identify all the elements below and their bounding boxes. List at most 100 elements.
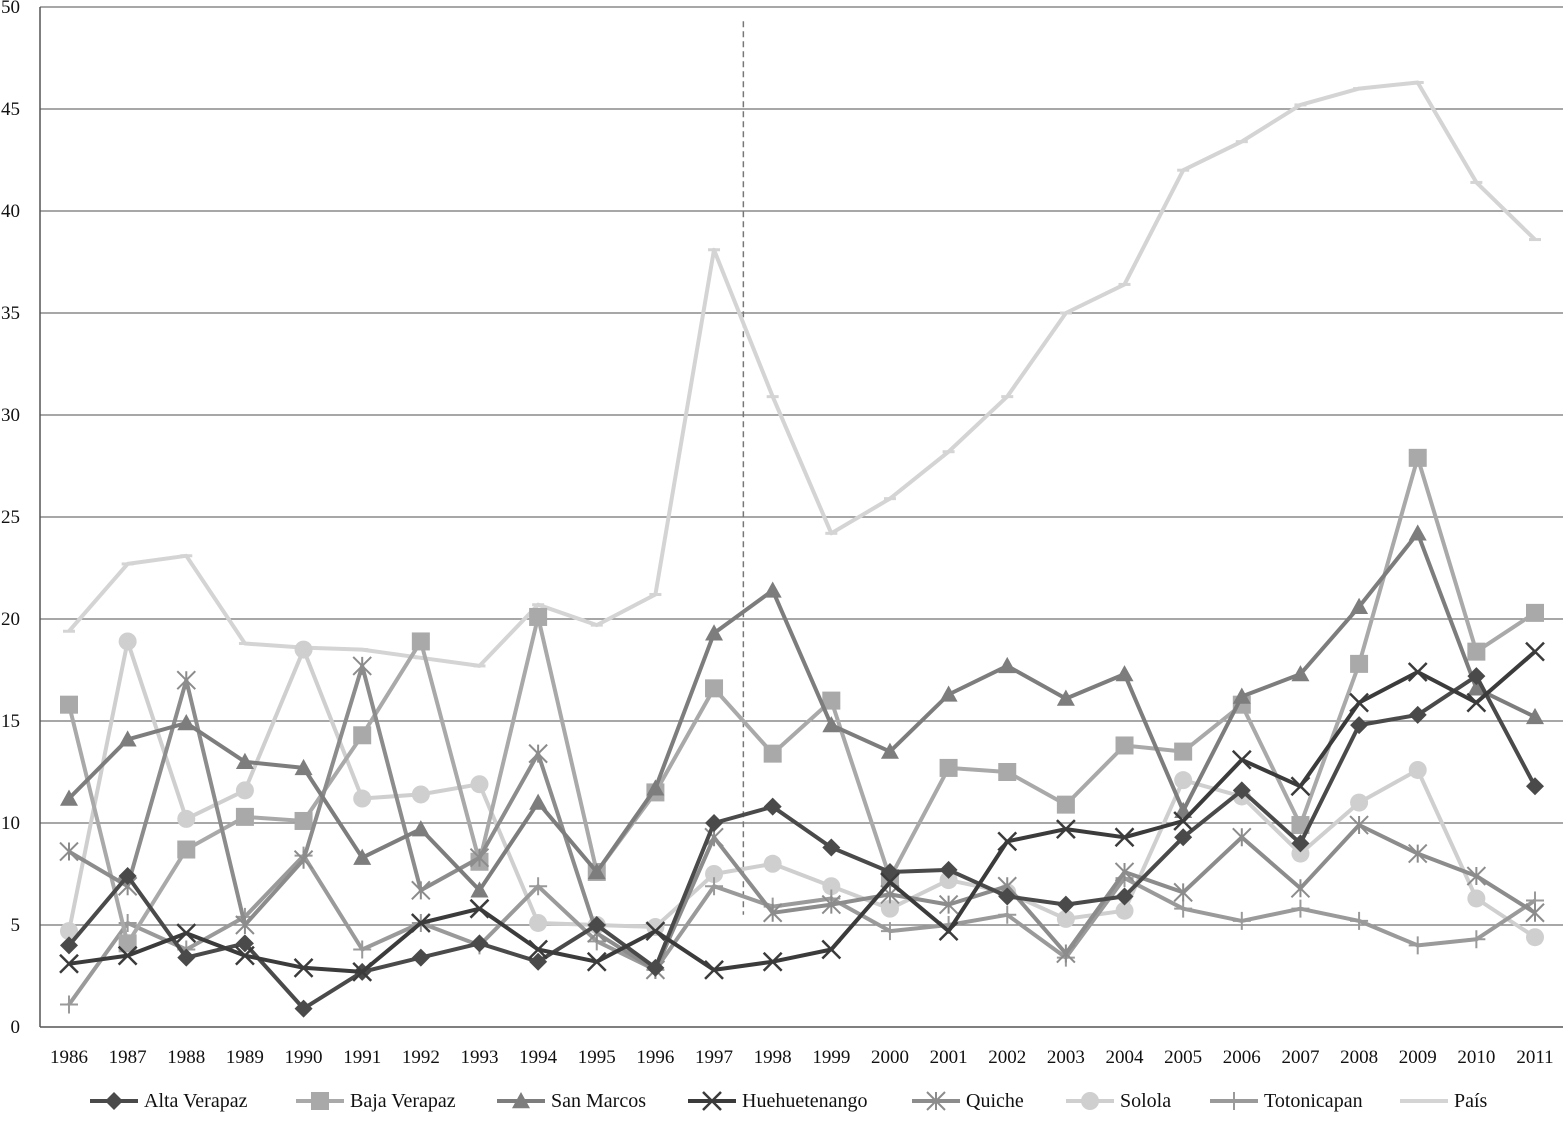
data-point (1232, 781, 1251, 800)
data-point (177, 714, 196, 731)
data-point (60, 995, 78, 1014)
data-point (1115, 736, 1134, 755)
data-point (880, 742, 899, 759)
x-tick-labels: 1986 1987 1988 1989 1990 1991 1992 1993 1994 1995… (50, 1047, 1554, 1068)
data-point (1408, 705, 1427, 724)
data-point (998, 905, 1017, 924)
legend-marker (311, 1092, 329, 1110)
y-tick-label: 20 (1, 609, 20, 630)
legend-item: Quiche (912, 1090, 1024, 1112)
data-point (529, 952, 548, 971)
x-tick-label: 2006 (1223, 1047, 1261, 1068)
data-point (704, 959, 724, 980)
legend-marker (1225, 1092, 1243, 1110)
data-point (60, 922, 78, 941)
y-tick-label: 0 (11, 1017, 21, 1038)
series-line (67, 531, 1536, 893)
x-tick-label: 2001 (930, 1047, 968, 1068)
data-point (822, 877, 841, 896)
data-point (1055, 819, 1076, 840)
data-point (938, 894, 959, 915)
data-point (1114, 862, 1135, 882)
data-point (1408, 936, 1427, 955)
data-point (235, 915, 255, 935)
x-tick-label: 1995 (578, 1047, 616, 1068)
y-tick-label: 35 (1, 303, 20, 324)
data-point (1291, 899, 1310, 918)
data-point (1350, 911, 1369, 930)
data-point (1350, 793, 1369, 812)
data-point (59, 953, 79, 974)
data-point (1290, 776, 1311, 797)
data-point (411, 880, 431, 901)
y-tick-label: 50 (1, 0, 20, 18)
legend-label: Totonicapan (1264, 1090, 1363, 1112)
y-tick-label: 15 (1, 711, 20, 732)
x-tick-label: 1998 (754, 1047, 792, 1068)
data-point (1408, 448, 1427, 467)
y-tick-label: 5 (11, 915, 21, 936)
data-point (1467, 642, 1486, 661)
series-layer (59, 80, 1545, 1018)
data-point (1350, 716, 1369, 735)
series-solola (60, 632, 1544, 947)
legend-label: Huehuetenango (742, 1090, 868, 1112)
y-tick-label: 30 (1, 405, 20, 426)
x-tick-label: 1994 (519, 1047, 558, 1068)
data-point (1525, 641, 1545, 662)
data-point (763, 744, 782, 763)
axes (39, 7, 1563, 1028)
legend-item: Solola (1066, 1090, 1171, 1112)
legend-label: País (1454, 1090, 1488, 1112)
data-point (529, 607, 548, 626)
data-point (880, 922, 899, 941)
series-san-marcos (60, 524, 1544, 898)
data-point (1467, 679, 1486, 696)
data-point (411, 785, 430, 804)
x-tick-label: 1988 (167, 1047, 205, 1068)
data-point (352, 656, 372, 676)
data-point (1056, 943, 1076, 964)
x-tick-label: 2002 (988, 1047, 1026, 1068)
data-point (353, 726, 372, 745)
data-point (177, 948, 196, 967)
data-point (646, 779, 665, 796)
data-point (587, 916, 606, 934)
data-point (587, 862, 606, 880)
data-point (1291, 665, 1310, 682)
data-point (60, 789, 78, 806)
data-point (235, 807, 254, 826)
data-point (763, 581, 782, 598)
data-point (822, 691, 841, 710)
series-alta-verapaz (60, 667, 1544, 1018)
data-point (353, 940, 372, 959)
series-line (67, 80, 1537, 668)
series-line (68, 650, 1537, 974)
data-point (1115, 887, 1134, 906)
data-point (528, 939, 549, 960)
data-point (353, 789, 372, 808)
data-point (1349, 692, 1369, 713)
x-tick-label: 2003 (1047, 1047, 1085, 1068)
series-line (67, 455, 1537, 946)
data-point (1526, 777, 1544, 796)
y-tick-label: 40 (1, 201, 20, 222)
data-point (939, 871, 958, 890)
x-tick-label: 2011 (1516, 1047, 1553, 1068)
x-tick-label: 2007 (1281, 1047, 1319, 1068)
legend-item: Totonicapan (1210, 1090, 1363, 1112)
data-point (529, 877, 548, 896)
x-tick-label: 1987 (109, 1047, 147, 1068)
data-point (705, 814, 724, 832)
data-point (880, 872, 900, 893)
data-point (762, 903, 783, 923)
data-point (470, 881, 489, 898)
data-point (1056, 909, 1075, 928)
y-tick-label: 45 (1, 99, 20, 120)
x-tick-label: 2000 (871, 1047, 909, 1068)
legend-item: Alta Verapaz (90, 1090, 248, 1112)
data-point (410, 913, 431, 933)
data-point (293, 957, 314, 978)
data-point (470, 775, 489, 794)
x-tick-label: 2009 (1399, 1047, 1437, 1068)
